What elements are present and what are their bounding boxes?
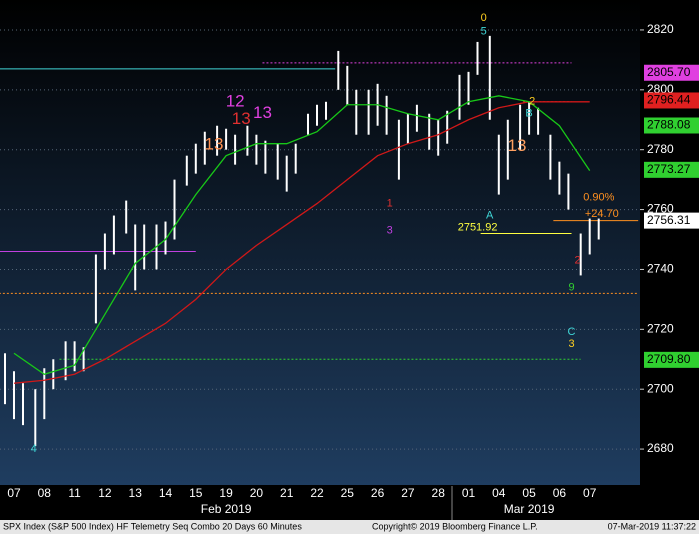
annotation: 3 — [568, 338, 574, 350]
price-label-bg — [644, 64, 699, 81]
annotation: 13 — [205, 135, 224, 154]
x-tick-label: 12 — [98, 486, 112, 500]
price-label-bg — [644, 92, 699, 109]
y-tick-label: 2720 — [647, 321, 674, 335]
annotation: 0 — [481, 12, 487, 24]
x-tick-label: 28 — [432, 486, 446, 500]
annotation: 5 — [481, 25, 487, 37]
x-tick-label: 14 — [159, 486, 173, 500]
footer-mid: Copyright© 2019 Bloomberg Finance L.P. — [372, 521, 538, 531]
y-tick-label: 2760 — [647, 202, 674, 216]
x-tick-label: 01 — [462, 486, 476, 500]
annotation: 0.90% — [583, 191, 614, 203]
price-label-bg — [644, 351, 699, 368]
x-tick-label: 21 — [280, 486, 294, 500]
y-tick-label: 2780 — [647, 142, 674, 156]
price-label-bg — [644, 212, 699, 229]
footer-right: 07-Mar-2019 11:37:22 — [608, 521, 696, 531]
month-label: Mar 2019 — [504, 502, 555, 516]
price-label: 2788.08 — [647, 118, 691, 132]
price-label: 2805.70 — [647, 65, 691, 79]
x-tick-label: 22 — [310, 486, 324, 500]
y-tick-label: 2700 — [647, 381, 674, 395]
annotation: C — [568, 326, 576, 338]
x-tick-label: 13 — [129, 486, 143, 500]
annotation: 9 — [568, 281, 574, 293]
y-tick-label: 2820 — [647, 22, 674, 36]
moving-average — [13, 95, 591, 375]
annotation: 4 — [31, 443, 37, 455]
y-tick-label: 2680 — [647, 441, 674, 455]
annotation: 13 — [253, 103, 272, 122]
x-tick-label: 20 — [250, 486, 264, 500]
annotation: 2 — [529, 96, 535, 108]
x-tick-label: 05 — [522, 486, 536, 500]
footer-bar — [0, 520, 699, 534]
x-tick-label: 06 — [553, 486, 567, 500]
x-tick-label: 07 — [583, 486, 597, 500]
footer-left: SPX Index (S&P 500 Index) HF Telemetry S… — [3, 521, 302, 531]
x-tick-label: 26 — [371, 486, 385, 500]
x-tick-label: 07 — [7, 486, 21, 500]
x-tick-label: 04 — [492, 486, 506, 500]
price-label: 2796.44 — [647, 93, 691, 107]
annotation: +24.70 — [585, 208, 619, 220]
price-label-bg — [644, 161, 699, 178]
x-tick-label: 19 — [219, 486, 233, 500]
annotation: 13 — [232, 109, 251, 128]
annotation: A — [486, 209, 494, 221]
plot-area — [0, 0, 640, 485]
price-label-bg — [644, 117, 699, 134]
month-label: Feb 2019 — [201, 502, 252, 516]
x-tick-label: 15 — [189, 486, 203, 500]
price-label: 2709.80 — [647, 352, 691, 366]
y-tick-label: 2740 — [647, 262, 674, 276]
annotation: 2 — [575, 254, 581, 266]
annotation: 13 — [508, 136, 527, 155]
annotation: 12 — [226, 91, 245, 110]
x-tick-label: 25 — [341, 486, 355, 500]
annotation: 1 — [387, 197, 393, 209]
price-label: 2773.27 — [647, 162, 691, 176]
price-label: 2756.31 — [647, 213, 691, 227]
moving-average — [13, 101, 590, 384]
x-tick-label: 27 — [401, 486, 415, 500]
x-tick-label: 11 — [68, 486, 81, 500]
annotation: 3 — [387, 224, 393, 236]
annotation: 2751.92 — [458, 221, 498, 233]
annotation: B — [525, 108, 532, 120]
x-tick-label: 08 — [38, 486, 52, 500]
